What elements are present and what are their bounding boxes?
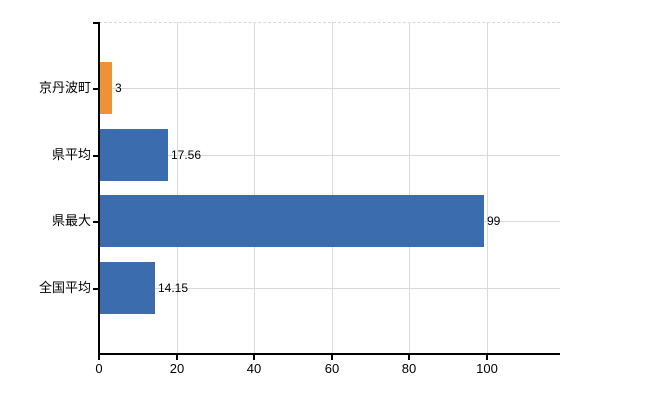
- category-label: 京丹波町: [38, 80, 91, 95]
- bar: [100, 129, 168, 181]
- bar: [100, 262, 155, 314]
- x-tick-label: 40: [246, 361, 262, 376]
- h-gridline: [99, 288, 560, 289]
- x-tick-mark: [98, 355, 100, 360]
- value-label: 17.56: [171, 148, 202, 162]
- bar: [100, 62, 112, 114]
- x-tick-mark: [486, 355, 488, 360]
- category-label: 県最大: [51, 213, 91, 228]
- v-gridline: [177, 22, 178, 354]
- x-tick-mark: [408, 355, 410, 360]
- x-tick-mark: [176, 355, 178, 360]
- x-tick-mark: [331, 355, 333, 360]
- h-gridline: [99, 155, 560, 156]
- x-tick-label: 80: [401, 361, 417, 376]
- y-axis-line: [98, 22, 100, 355]
- y-tick-mark: [93, 155, 99, 157]
- category-label: 県平均: [51, 147, 91, 162]
- y-tick-mark: [93, 22, 99, 24]
- x-tick-label: 20: [169, 361, 185, 376]
- h-gridline: [99, 88, 560, 89]
- v-gridline: [254, 22, 255, 354]
- v-gridline: [332, 22, 333, 354]
- y-tick-mark: [93, 88, 99, 90]
- bar: [100, 195, 484, 247]
- value-label: 99: [487, 214, 501, 228]
- v-gridline: [409, 22, 410, 354]
- x-tick-label: 0: [95, 361, 103, 376]
- value-label: 3: [115, 81, 122, 95]
- value-label: 14.15: [158, 281, 189, 295]
- x-tick-label: 100: [476, 361, 498, 376]
- y-tick-mark: [93, 221, 99, 223]
- top-gridline: [99, 22, 560, 23]
- category-label: 全国平均: [38, 280, 91, 295]
- v-gridline: [487, 22, 488, 354]
- x-tick-label: 60: [324, 361, 340, 376]
- y-tick-mark: [93, 288, 99, 290]
- x-tick-mark: [253, 355, 255, 360]
- x-axis-line: [98, 353, 560, 355]
